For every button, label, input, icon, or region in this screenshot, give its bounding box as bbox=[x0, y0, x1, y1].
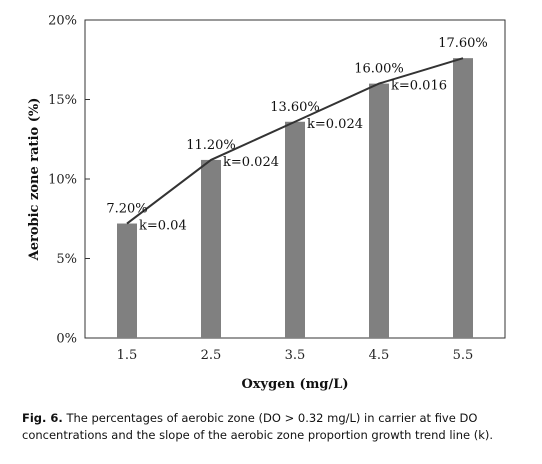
x-tick-label: 3.5 bbox=[285, 348, 306, 363]
data-label: 17.60% bbox=[438, 36, 488, 51]
slope-labels: k=0.04 k=0.024 k=0.024 k=0.016 bbox=[139, 79, 447, 234]
slope-label: k=0.016 bbox=[391, 79, 447, 94]
figure-caption: Fig. 6. The percentages of aerobic zone … bbox=[22, 410, 527, 444]
y-tick-label: 10% bbox=[48, 173, 77, 188]
caption-text: The percentages of aerobic zone (DO > 0.… bbox=[22, 411, 494, 442]
y-tick-label: 0% bbox=[56, 332, 77, 347]
bar bbox=[369, 83, 389, 338]
data-label: 13.60% bbox=[270, 100, 320, 115]
y-axis: 0% 5% 10% 15% 20% bbox=[48, 14, 90, 347]
x-tick-label: 1.5 bbox=[117, 348, 138, 363]
data-label: 7.20% bbox=[106, 202, 147, 217]
y-tick-label: 5% bbox=[56, 252, 77, 267]
trend-polyline bbox=[126, 57, 464, 225]
chart: 0% 5% 10% 15% 20% 1.5 2.5 3.5 4.5 5.5 7.20% 11.20… bbox=[27, 14, 506, 392]
y-axis-title: Aerobic zone ratio (%) bbox=[27, 98, 42, 262]
data-label: 11.20% bbox=[186, 138, 236, 153]
bar bbox=[117, 223, 137, 338]
x-tick-label: 4.5 bbox=[369, 348, 390, 363]
bar bbox=[453, 58, 473, 338]
data-labels: 7.20% 11.20% 13.60% 16.00% 17.60% bbox=[106, 36, 487, 216]
slope-label: k=0.024 bbox=[223, 155, 279, 170]
slope-label: k=0.04 bbox=[139, 219, 187, 234]
bar bbox=[285, 121, 305, 338]
trend-line bbox=[126, 57, 464, 225]
x-axis-title: Oxygen (mg/L) bbox=[241, 377, 348, 392]
data-label: 16.00% bbox=[354, 62, 404, 77]
x-tick-label: 5.5 bbox=[453, 348, 474, 363]
y-tick-label: 15% bbox=[48, 93, 77, 108]
bars bbox=[117, 58, 473, 338]
caption-label: Fig. 6. bbox=[22, 411, 63, 425]
x-tick-label: 2.5 bbox=[201, 348, 222, 363]
y-tick-label: 20% bbox=[48, 14, 77, 29]
bar bbox=[201, 159, 221, 338]
slope-label: k=0.024 bbox=[307, 117, 363, 132]
